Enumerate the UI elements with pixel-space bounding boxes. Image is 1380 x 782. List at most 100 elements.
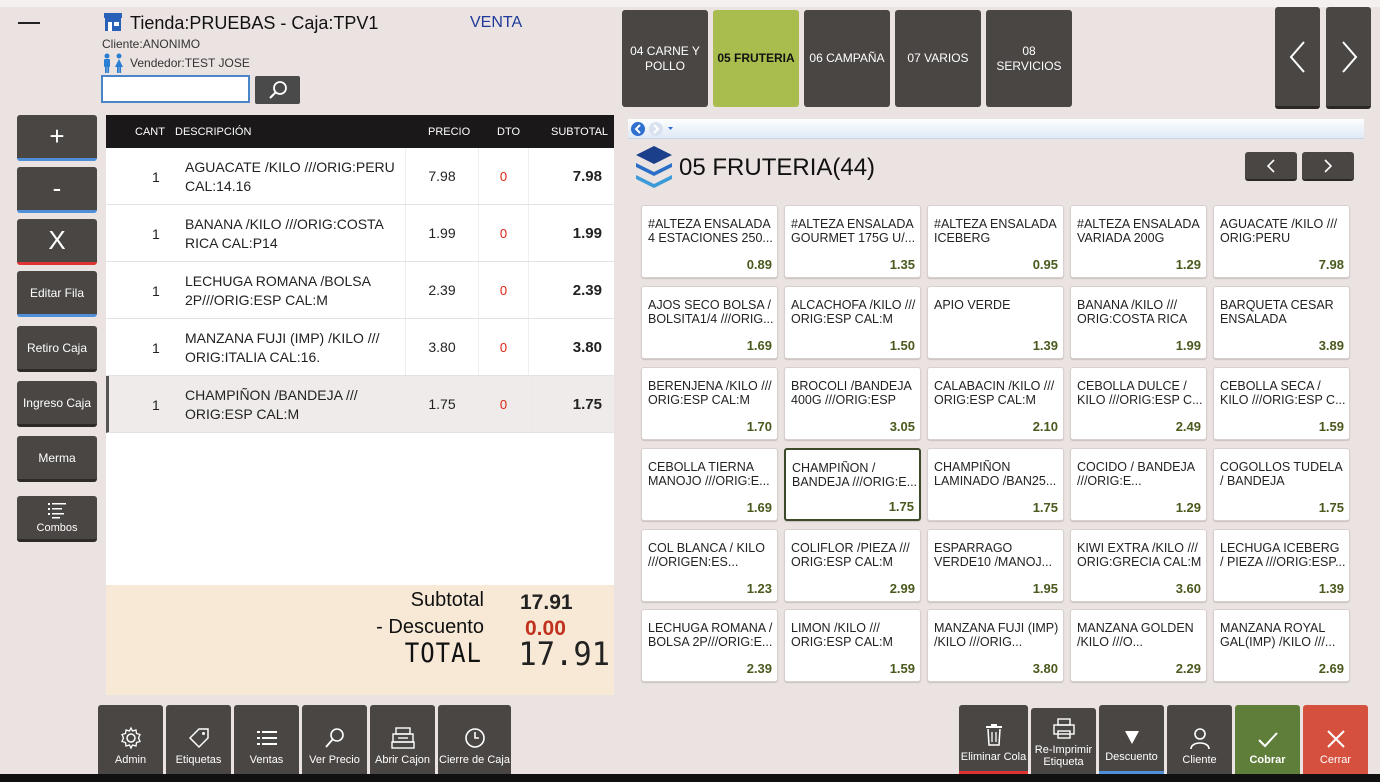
delete-queue-button[interactable]: Eliminar Cola [959,705,1028,774]
search-input[interactable] [101,75,250,103]
product-card[interactable]: #ALTEZA ENSALADA VARIADA 200G U/DI... 1.2… [1070,205,1207,278]
combos-label: Combos [36,521,78,534]
product-card[interactable]: COL BLANCA / KILO ///ORIGEN:ES... 1.23 [641,529,778,602]
product-price: 1.69 [746,338,772,353]
seller-label: Vendedor:TEST JOSE [130,56,250,70]
ticket-row[interactable]: 1 BANANA /KILO ///ORIG:COSTA RICA CAL:P1… [106,205,614,262]
row-desc: LECHUGA ROMANA /BOLSA 2P///ORIG:ESP CAL:… [185,273,371,308]
delete-row-button[interactable]: X [17,219,97,265]
search-button[interactable] [255,76,300,104]
product-card[interactable]: LECHUGA ICEBERG / PIEZA ///ORIG:ESP... 1.… [1213,529,1350,602]
edit-row-button[interactable]: Editar Fila [17,271,97,317]
reprint-label-button[interactable]: Re-Imprimir Etiqueta [1031,708,1096,774]
product-name: BANANA /KILO /// ORIG:COSTA RICA C... [1077,298,1187,327]
product-card[interactable]: CHAMPIÑON / BANDEJA ///ORIG:E... 1.75 [784,448,921,521]
product-card[interactable]: AGUACATE /KILO /// ORIG:PERU CAL:14.16 7.… [1213,205,1350,278]
user-icon [1189,728,1210,750]
charge-button[interactable]: Cobrar [1235,705,1300,774]
discount-button[interactable]: Descuento [1099,705,1164,774]
products-next-button[interactable] [1302,152,1354,181]
product-name: AJOS SECO BOLSA / BOLSITA1/4 ///ORIG... [648,298,774,326]
cash-deposit-button[interactable]: Ingreso Caja [17,381,97,427]
ticket-row[interactable]: 1 LECHUGA ROMANA /BOLSA 2P///ORIG:ESP CA… [106,262,614,319]
product-name: CALABACIN /KILO /// ORIG:ESP CAL:M [934,379,1055,407]
check-price-button[interactable]: Ver Precio [302,705,367,774]
waste-button[interactable]: Merma [17,436,97,482]
layers-icon [634,144,674,190]
product-card[interactable]: CHAMPIÑON LAMINADO /BAN25... 1.75 [927,448,1064,521]
product-card[interactable]: BANANA /KILO /// ORIG:COSTA RICA C... 1.9… [1070,286,1207,359]
product-card[interactable]: CEBOLLA TIERNA MANOJO ///ORIG:E... 1.69 [641,448,778,521]
ticket-row[interactable]: 1 AGUACATE /KILO ///ORIG:PERU CAL:14.16 … [106,148,614,205]
product-name: COCIDO / BANDEJA ///ORIG:E... [1077,460,1195,488]
sales-button[interactable]: Ventas [234,705,299,774]
product-card[interactable]: ESPARRAGO VERDE10 /MANOJ... 1.95 [927,529,1064,602]
products-prev-button[interactable] [1245,152,1297,181]
close-button[interactable]: Cerrar [1303,705,1368,774]
product-card[interactable]: BERENJENA /KILO /// ORIG:ESP CAL:M 1.70 [641,367,778,440]
check-icon [1257,732,1278,748]
product-card[interactable]: CEBOLLA SECA / KILO ///ORIG:ESP C... 1.59 [1213,367,1350,440]
admin-button[interactable]: Admin [98,705,163,774]
product-card[interactable]: AJOS SECO BOLSA / BOLSITA1/4 ///ORIG... 1… [641,286,778,359]
product-price: 1.75 [1318,500,1344,515]
labels-label: Etiquetas [175,754,222,766]
product-price: 3.89 [1318,338,1344,353]
product-card[interactable]: MANZANA ROYAL GAL(IMP) /KILO ///... 2.69 [1213,609,1350,682]
customer-button[interactable]: Cliente [1167,705,1232,774]
discount-button-label: Descuento [1105,751,1158,763]
tab-carne-pollo[interactable]: 04 CARNE Y POLLO [622,10,708,107]
product-card[interactable]: BARQUETA CESAR ENSALADA /BAR205... 3.89 [1213,286,1350,359]
ticket-row-selected[interactable]: 1 CHAMPIÑON /BANDEJA /// ORIG:ESP CAL:M … [106,376,614,433]
categories-prev-button[interactable] [1275,7,1320,109]
labels-button[interactable]: Etiquetas [166,705,231,774]
product-price: 3.60 [1175,581,1201,596]
product-card[interactable]: MANZANA GOLDEN /KILO ///O... 2.29 [1070,609,1207,682]
product-card[interactable]: COCIDO / BANDEJA ///ORIG:E... 1.29 [1070,448,1207,521]
product-card[interactable]: COLIFLOR /PIEZA /// ORIG:ESP CAL:M 2.99 [784,529,921,602]
product-price: 1.35 [889,257,915,272]
product-card[interactable]: APIO VERDE 1.39 [927,286,1064,359]
tab-campana[interactable]: 06 CAMPAÑA [804,10,890,107]
product-price: 0.95 [1032,257,1058,272]
close-register-button[interactable]: Cierre de Caja [438,705,511,774]
tab-servicios[interactable]: 08 SERVICIOS [986,10,1072,107]
back-icon[interactable] [630,120,674,138]
tab-fruteria[interactable]: 05 FRUTERIA [713,10,799,107]
combos-button[interactable]: Combos [17,496,97,542]
product-price: 2.10 [1032,419,1058,434]
sale-mode-label: VENTA [470,14,523,31]
product-price: 1.70 [746,419,772,434]
charge-label: Cobrar [1249,754,1286,766]
product-card[interactable]: MANZANA FUJI (IMP) /KILO ///ORIG... 3.80 [927,609,1064,682]
row-qty: 1 [152,340,160,356]
product-card[interactable]: #ALTEZA ENSALADA 4 ESTACIONES 250... 0.89 [641,205,778,278]
row-subtotal: 1.75 [572,395,602,413]
product-card[interactable]: CEBOLLA DULCE / KILO ///ORIG:ESP C... 2.4… [1070,367,1207,440]
ticket-row[interactable]: 1 MANZANA FUJI (IMP) /KILO /// ORIG:ITAL… [106,319,614,376]
product-name: COGOLLOS TUDELA / BANDEJA ///ORIG:E... [1220,460,1343,489]
row-desc: AGUACATE /KILO ///ORIG:PERU CAL:14.16 [185,159,395,194]
row-dto: 0 [479,319,529,375]
customer-label: Cliente:ANONIMO [102,37,201,51]
row-subtotal: 1.99 [572,224,602,242]
menu-icon[interactable] [18,10,42,36]
increase-qty-button[interactable]: + [17,115,97,161]
product-card[interactable]: LIMON /KILO /// ORIG:ESP CAL:M 1.59 [784,609,921,682]
chevron-left-icon [1289,40,1305,73]
product-card[interactable]: #ALTEZA ENSALADA GOURMET 175G U/... 1.35 [784,205,921,278]
categories-next-button[interactable] [1326,7,1371,109]
product-card[interactable]: ALCACHOFA /KILO /// ORIG:ESP CAL:M 1.50 [784,286,921,359]
product-card[interactable]: COGOLLOS TUDELA / BANDEJA ///ORIG:E... 1.… [1213,448,1350,521]
product-card[interactable]: KIWI EXTRA /KILO /// ORIG:GRECIA CAL:M 3.… [1070,529,1207,602]
subtotal-label: Subtotal [410,589,484,611]
product-card[interactable]: LECHUGA ROMANA / BOLSA 2P///ORIG:E... 2.3… [641,609,778,682]
open-drawer-button[interactable]: Abrir Cajon [370,705,435,774]
decrease-qty-button[interactable]: - [17,167,97,213]
admin-label: Admin [114,754,147,766]
product-card[interactable]: CALABACIN /KILO /// ORIG:ESP CAL:M 2.10 [927,367,1064,440]
cash-withdraw-button[interactable]: Retiro Caja [17,326,97,372]
tab-varios[interactable]: 07 VARIOS [895,10,981,107]
product-card[interactable]: BROCOLI /BANDEJA 400G ///ORIG:ESP C... 3.… [784,367,921,440]
product-card[interactable]: #ALTEZA ENSALADA ICEBERG CORTADA... 0.95 [927,205,1064,278]
